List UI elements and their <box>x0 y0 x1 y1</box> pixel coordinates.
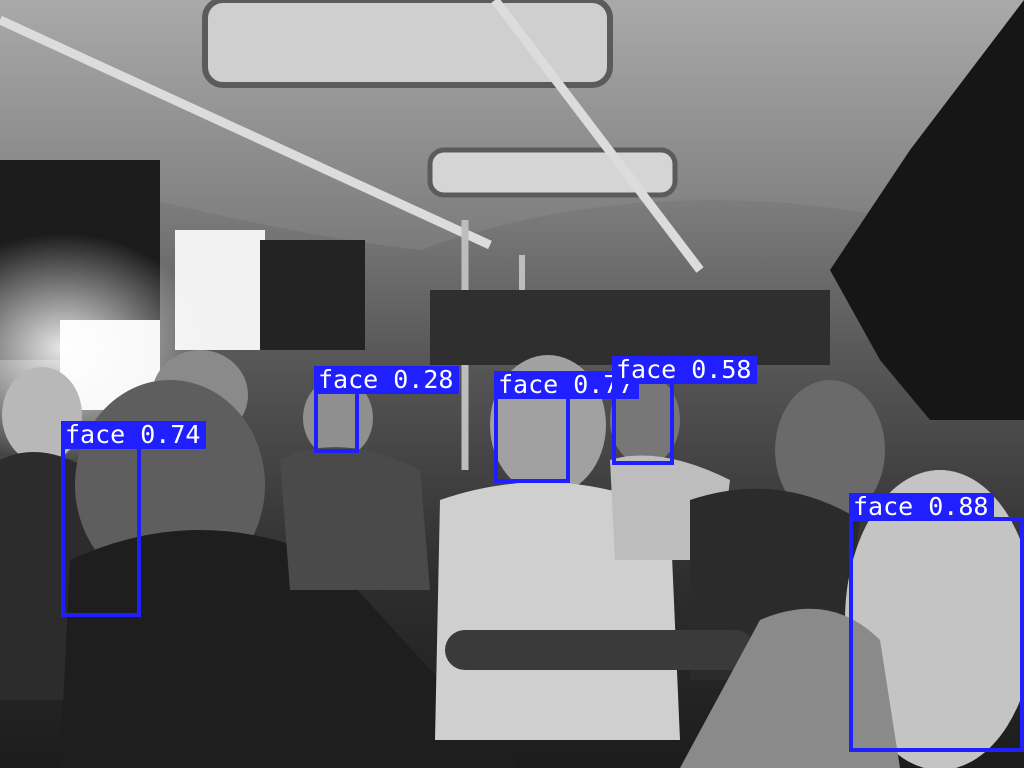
passenger-jacket <box>60 530 520 768</box>
face-detection-box: face 0.58 <box>612 356 758 465</box>
face-detection-box: face 0.77 <box>494 371 640 483</box>
handrail-right <box>491 0 704 273</box>
face-detection-box: face 0.74 <box>61 421 207 617</box>
detection-label: face 0.74 <box>61 421 207 449</box>
seat-rail <box>445 630 755 670</box>
detection-label: face 0.28 <box>314 366 460 394</box>
right-curtain <box>830 0 1024 420</box>
passenger-head <box>775 380 885 520</box>
passenger-body <box>280 447 430 590</box>
passenger-head <box>845 470 1024 768</box>
passenger-scarf <box>680 608 900 768</box>
face-detection-box: face 0.88 <box>849 493 1024 752</box>
rear-curtain <box>430 290 830 365</box>
detection-label: face 0.58 <box>612 356 758 384</box>
face-detection-box: face 0.28 <box>314 366 460 453</box>
detection-label: face 0.88 <box>849 493 995 521</box>
